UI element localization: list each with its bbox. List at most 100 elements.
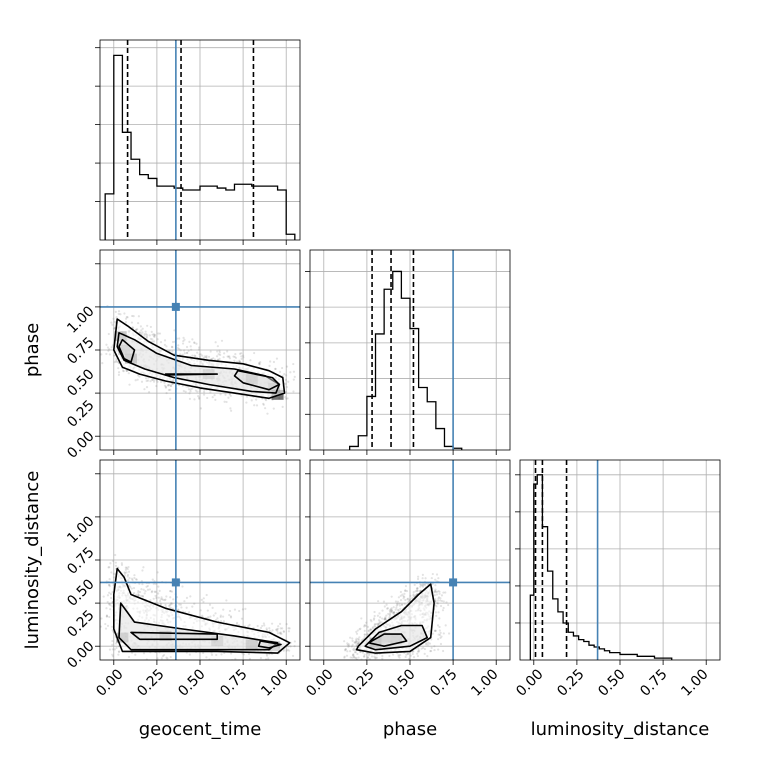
tick-label: 0.50 [64,576,97,609]
sample-point [434,611,437,614]
tick-label: 0.75 [217,666,250,699]
sample-point [219,353,222,356]
sample-point [245,401,248,404]
sample-point [293,375,296,378]
sample-point [125,369,128,373]
sample-point [378,620,381,623]
sample-point [236,360,239,363]
sample-point [403,592,406,595]
sample-point [181,353,184,356]
sample-point [371,626,374,629]
sample-point [157,585,160,588]
sample-point [109,604,112,607]
sample-point [355,630,358,633]
sample-point [434,584,437,587]
sample-point [383,618,387,621]
sample-point [132,315,135,318]
density-frame [99,459,301,661]
sample-point [241,608,245,611]
sample-point [359,663,361,665]
axis-labels: geocent_time phase luminosity_distance p… [22,323,709,740]
sample-point [366,656,369,659]
sample-point [145,335,148,338]
sample-point [163,381,166,384]
tick-label: 0.00 [64,638,97,671]
sample-point [179,349,182,352]
sample-point [368,658,371,660]
sample-point [402,597,405,600]
sample-point [152,582,155,585]
sample-point [262,402,265,405]
sample-point [292,378,295,381]
sample-point [137,594,140,597]
sample-point [357,642,360,646]
sample-point [215,355,219,358]
sample-point [277,625,280,628]
sample-point [442,632,445,635]
sample-point [373,610,376,614]
sample-point [369,628,373,631]
sample-point [404,589,407,592]
sample-point [159,380,163,384]
sample-point [178,337,181,340]
sample-point [412,590,415,594]
sample-point [396,608,400,611]
sample-point [366,632,369,636]
sample-point [115,646,118,650]
sample-point [214,398,217,401]
sample-point [164,385,168,388]
sample-point [217,353,220,356]
sample-point [430,646,433,649]
sample-point [247,652,251,656]
sample-point [151,378,154,382]
sample-point [170,384,173,388]
sample-point [276,629,279,633]
sample-point [211,396,214,399]
sample-point [351,656,354,659]
sample-point [289,645,292,648]
sample-point [186,351,189,355]
sample-point [392,611,396,614]
sample-point [229,615,233,618]
sample-point [354,640,357,644]
sample-point [343,649,347,652]
sample-point [202,600,205,604]
sample-point [145,332,148,336]
sample-point [245,395,249,398]
sample-point [383,605,386,608]
sample-point [191,605,194,608]
sample-point [169,655,172,659]
sample-point [427,641,430,644]
sample-point [377,622,380,625]
sample-point [106,346,110,349]
sample-point [137,593,140,596]
sample-point [389,608,392,612]
sample-point [394,600,398,603]
sample-point [107,566,110,569]
sample-point [199,353,202,356]
sample-point [382,600,386,603]
sample-point [397,609,400,612]
sample-point [127,570,131,573]
x-axis-label-luminosity-distance: luminosity_distance [531,719,710,740]
sample-point [159,602,162,605]
sample-point [355,632,359,635]
sample-point [262,403,265,406]
sample-point [278,631,282,634]
tick-label: 1.00 [64,303,97,336]
sample-point [345,654,349,657]
sample-point [357,642,360,646]
sample-point [437,577,440,580]
sample-point [213,394,216,397]
sample-point [193,354,196,357]
sample-point [189,345,192,348]
sample-point [167,384,170,387]
sample-point [133,591,136,595]
sample-point [263,624,266,627]
sample-point [150,330,153,333]
sample-point [202,356,205,359]
truth-marker [171,302,180,311]
sample-point [399,590,402,594]
sample-point [113,320,116,323]
sample-point [375,622,378,626]
